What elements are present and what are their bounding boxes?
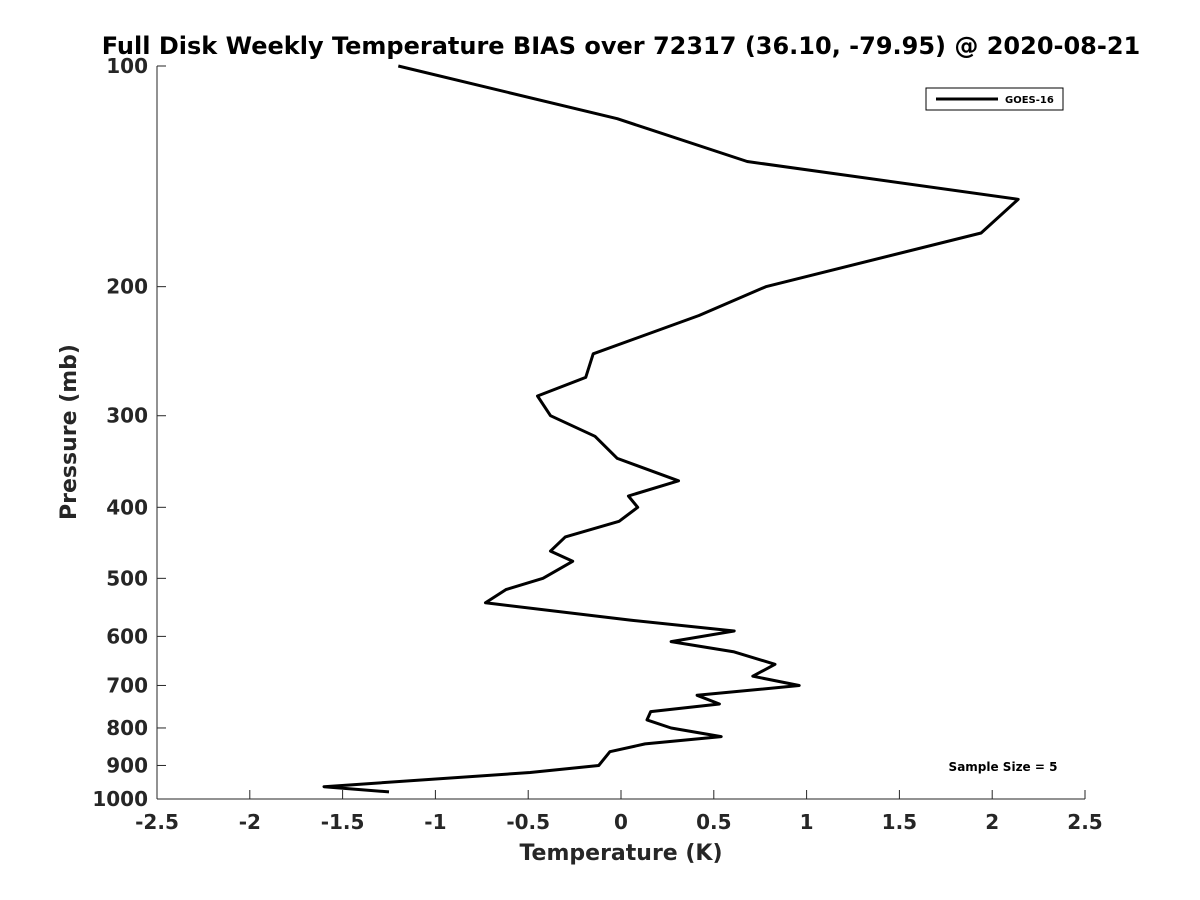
x-tick-label: 1.5 xyxy=(882,810,917,834)
series-layer xyxy=(322,64,1020,794)
chart-title: Full Disk Weekly Temperature BIAS over 7… xyxy=(102,32,1141,60)
y-tick-label: 800 xyxy=(106,716,148,740)
sample-size-annotation: Sample Size = 5 xyxy=(949,760,1058,774)
series-line-goes16 xyxy=(322,64,1020,794)
y-tick-label: 1000 xyxy=(92,787,148,811)
x-tick-label: -0.5 xyxy=(506,810,550,834)
y-ticks: 100 200 300 400 500 600 700 800 900 1000 xyxy=(92,54,166,811)
x-tick-label: -1 xyxy=(424,810,446,834)
y-tick-label: 300 xyxy=(106,404,148,428)
y-axis-label: Pressure (mb) xyxy=(57,344,82,520)
x-tick-label: -1.5 xyxy=(321,810,365,834)
x-tick-label: -2.5 xyxy=(135,810,179,834)
y-tick-label: 200 xyxy=(106,275,148,299)
x-tick-label: 0 xyxy=(614,810,628,834)
x-tick-label: -2 xyxy=(239,810,261,834)
y-tick-label: 500 xyxy=(106,566,148,590)
x-tick-label: 2.5 xyxy=(1067,810,1102,834)
y-tick-label: 100 xyxy=(106,54,148,78)
y-tick-label: 900 xyxy=(106,753,148,777)
x-tick-label: 0.5 xyxy=(696,810,731,834)
legend: GOES-16 xyxy=(925,87,1064,111)
x-tick-label: 2 xyxy=(985,810,999,834)
x-ticks: -2.5 -2 -1.5 -1 -0.5 0 0.5 1 1.5 2 2.5 xyxy=(135,790,1103,834)
legend-label-goes16: GOES-16 xyxy=(1005,95,1054,106)
y-tick-label: 600 xyxy=(106,624,148,648)
x-tick-label: 1 xyxy=(800,810,814,834)
x-axis-label: Temperature (K) xyxy=(519,841,722,866)
y-tick-label: 700 xyxy=(106,673,148,697)
y-tick-label: 400 xyxy=(106,495,148,519)
